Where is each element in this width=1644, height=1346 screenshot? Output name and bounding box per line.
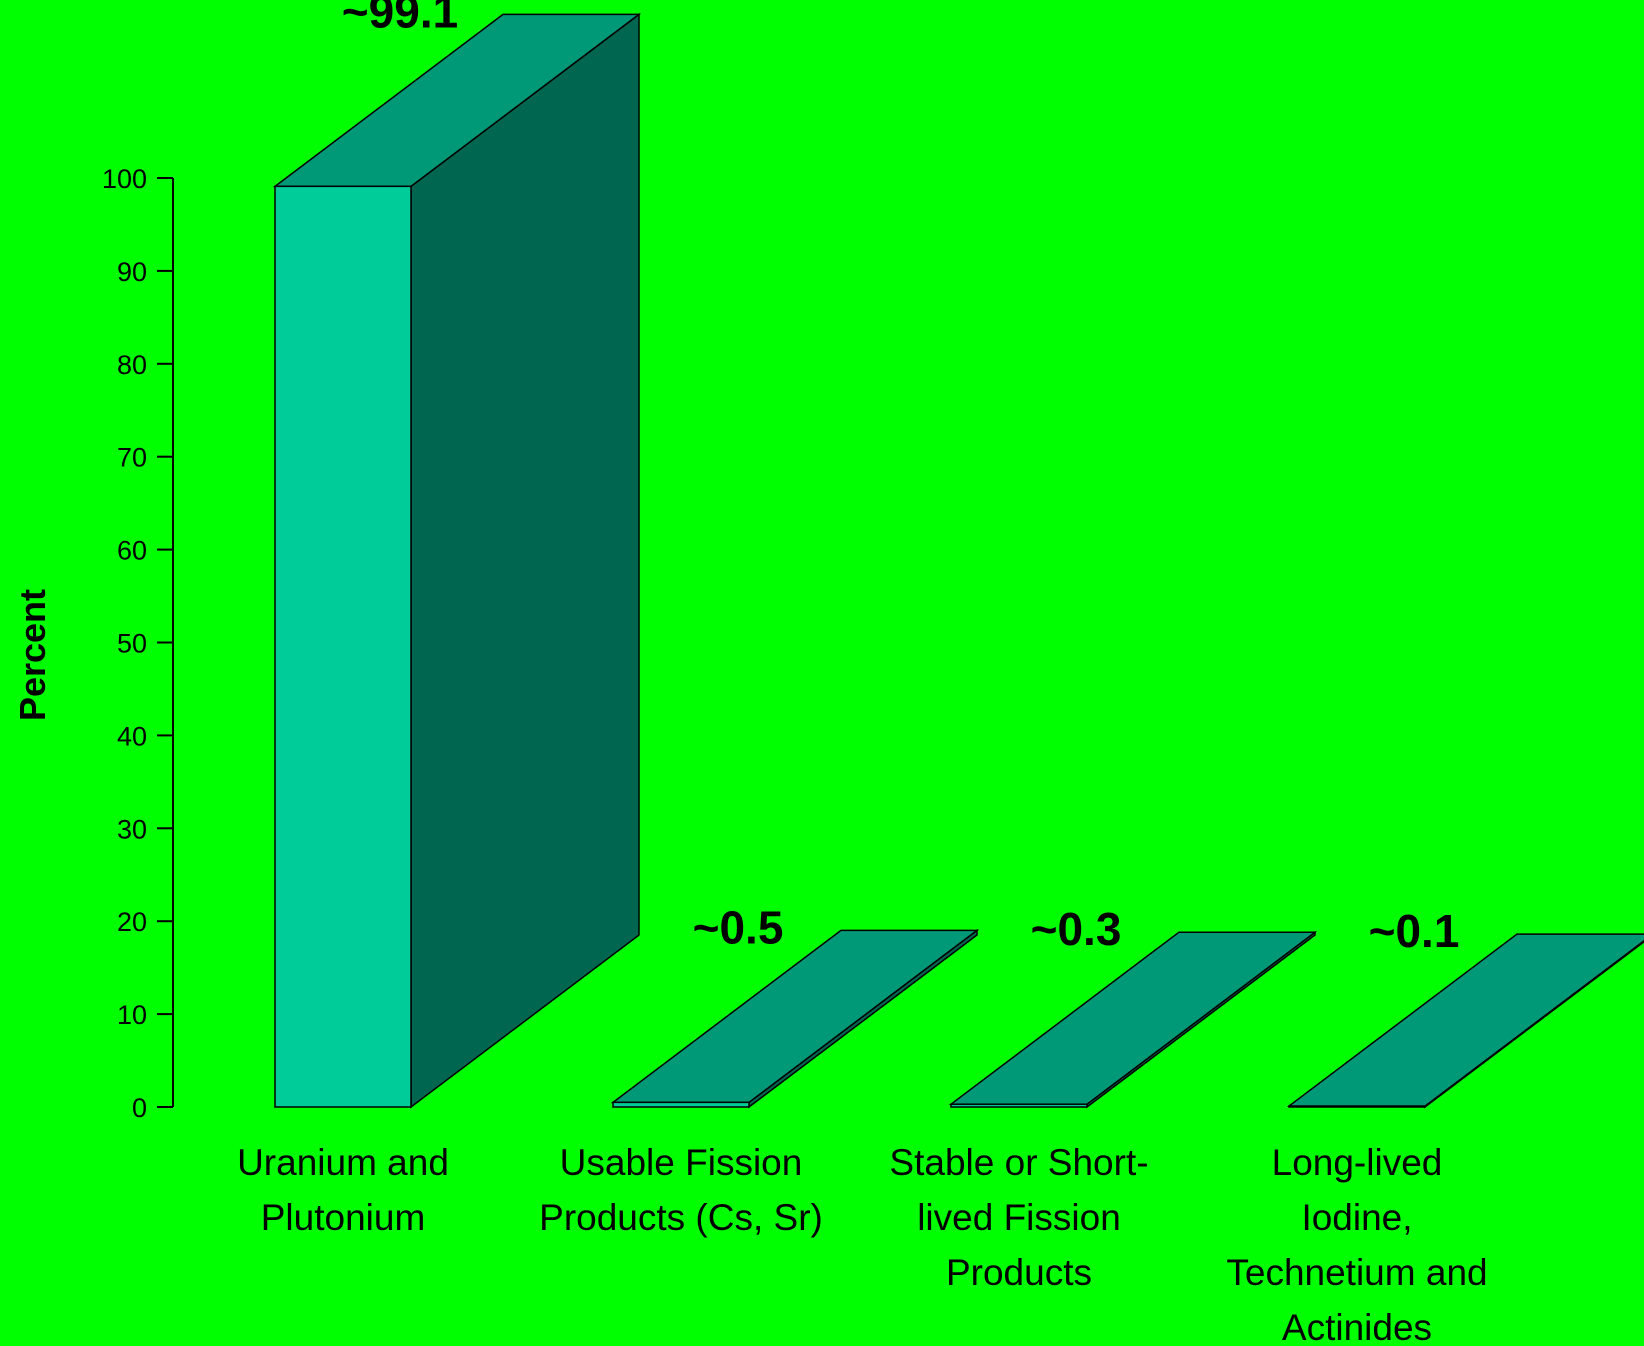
- bars: [272, 12, 1644, 1109]
- y-tick-label: 10: [117, 1000, 147, 1030]
- category-label-line: Iodine,: [1301, 1197, 1412, 1238]
- bar-front-face: [274, 185, 412, 1108]
- bar: [610, 928, 980, 1109]
- y-tick-label: 70: [117, 443, 147, 473]
- category-label: Usable Fission Products (Cs, Sr): [539, 1142, 823, 1238]
- category-label-line: Plutonium: [261, 1197, 426, 1238]
- data-label: ~0.1: [1369, 905, 1460, 957]
- bar-front-face: [612, 1101, 750, 1108]
- y-tick-label: 90: [117, 257, 147, 287]
- category-label: Uranium and Plutonium: [237, 1142, 449, 1238]
- bar: [1286, 933, 1644, 1109]
- bar-front-face: [950, 1103, 1088, 1108]
- category-label-line: Long-lived: [1272, 1142, 1443, 1183]
- bar-side-face: [410, 12, 640, 1109]
- bar-top-face: [1286, 933, 1644, 1107]
- bar-top-face: [948, 931, 1318, 1105]
- category-label-line: Technetium and: [1226, 1252, 1487, 1293]
- data-label: ~0.5: [693, 901, 784, 953]
- y-tick-label: 30: [117, 814, 147, 844]
- category-label-line: Usable Fission: [560, 1142, 803, 1183]
- bar-top-face: [610, 929, 980, 1104]
- bar-front-face: [1288, 1105, 1426, 1108]
- bar: [272, 12, 642, 1109]
- category-label-line: Products: [946, 1252, 1092, 1293]
- labels: ~99.1 Uranium and Plutonium ~0.5 Usable Fiss…: [237, 0, 1488, 1346]
- y-tick-label: 50: [117, 629, 147, 659]
- y-tick-label: 0: [132, 1093, 147, 1123]
- y-axis: 0 10 20 30 40 50 60 70 80 90 100: [102, 164, 174, 1123]
- category-label-line: Uranium and: [237, 1142, 449, 1183]
- y-tick-label: 60: [117, 536, 147, 566]
- y-tick-label: 80: [117, 350, 147, 380]
- category-label-line: lived Fission: [917, 1197, 1121, 1238]
- data-label: ~99.1: [342, 0, 458, 37]
- category-label: Stable or Short-lived Fission Products: [889, 1142, 1148, 1293]
- data-label: ~0.3: [1031, 903, 1122, 955]
- category-label-line: Actinides: [1282, 1307, 1432, 1346]
- y-tick-label: 100: [102, 164, 147, 194]
- bar: [948, 930, 1318, 1109]
- y-axis-title: Percent: [12, 589, 53, 721]
- category-label: Long-lived Iodine, Technetium and Actinides: [1226, 1142, 1487, 1346]
- y-tick-label: 40: [117, 721, 147, 751]
- category-label-line: Stable or Short-: [889, 1142, 1148, 1183]
- category-label-line: Products (Cs, Sr): [539, 1197, 823, 1238]
- y-tick-label: 20: [117, 907, 147, 937]
